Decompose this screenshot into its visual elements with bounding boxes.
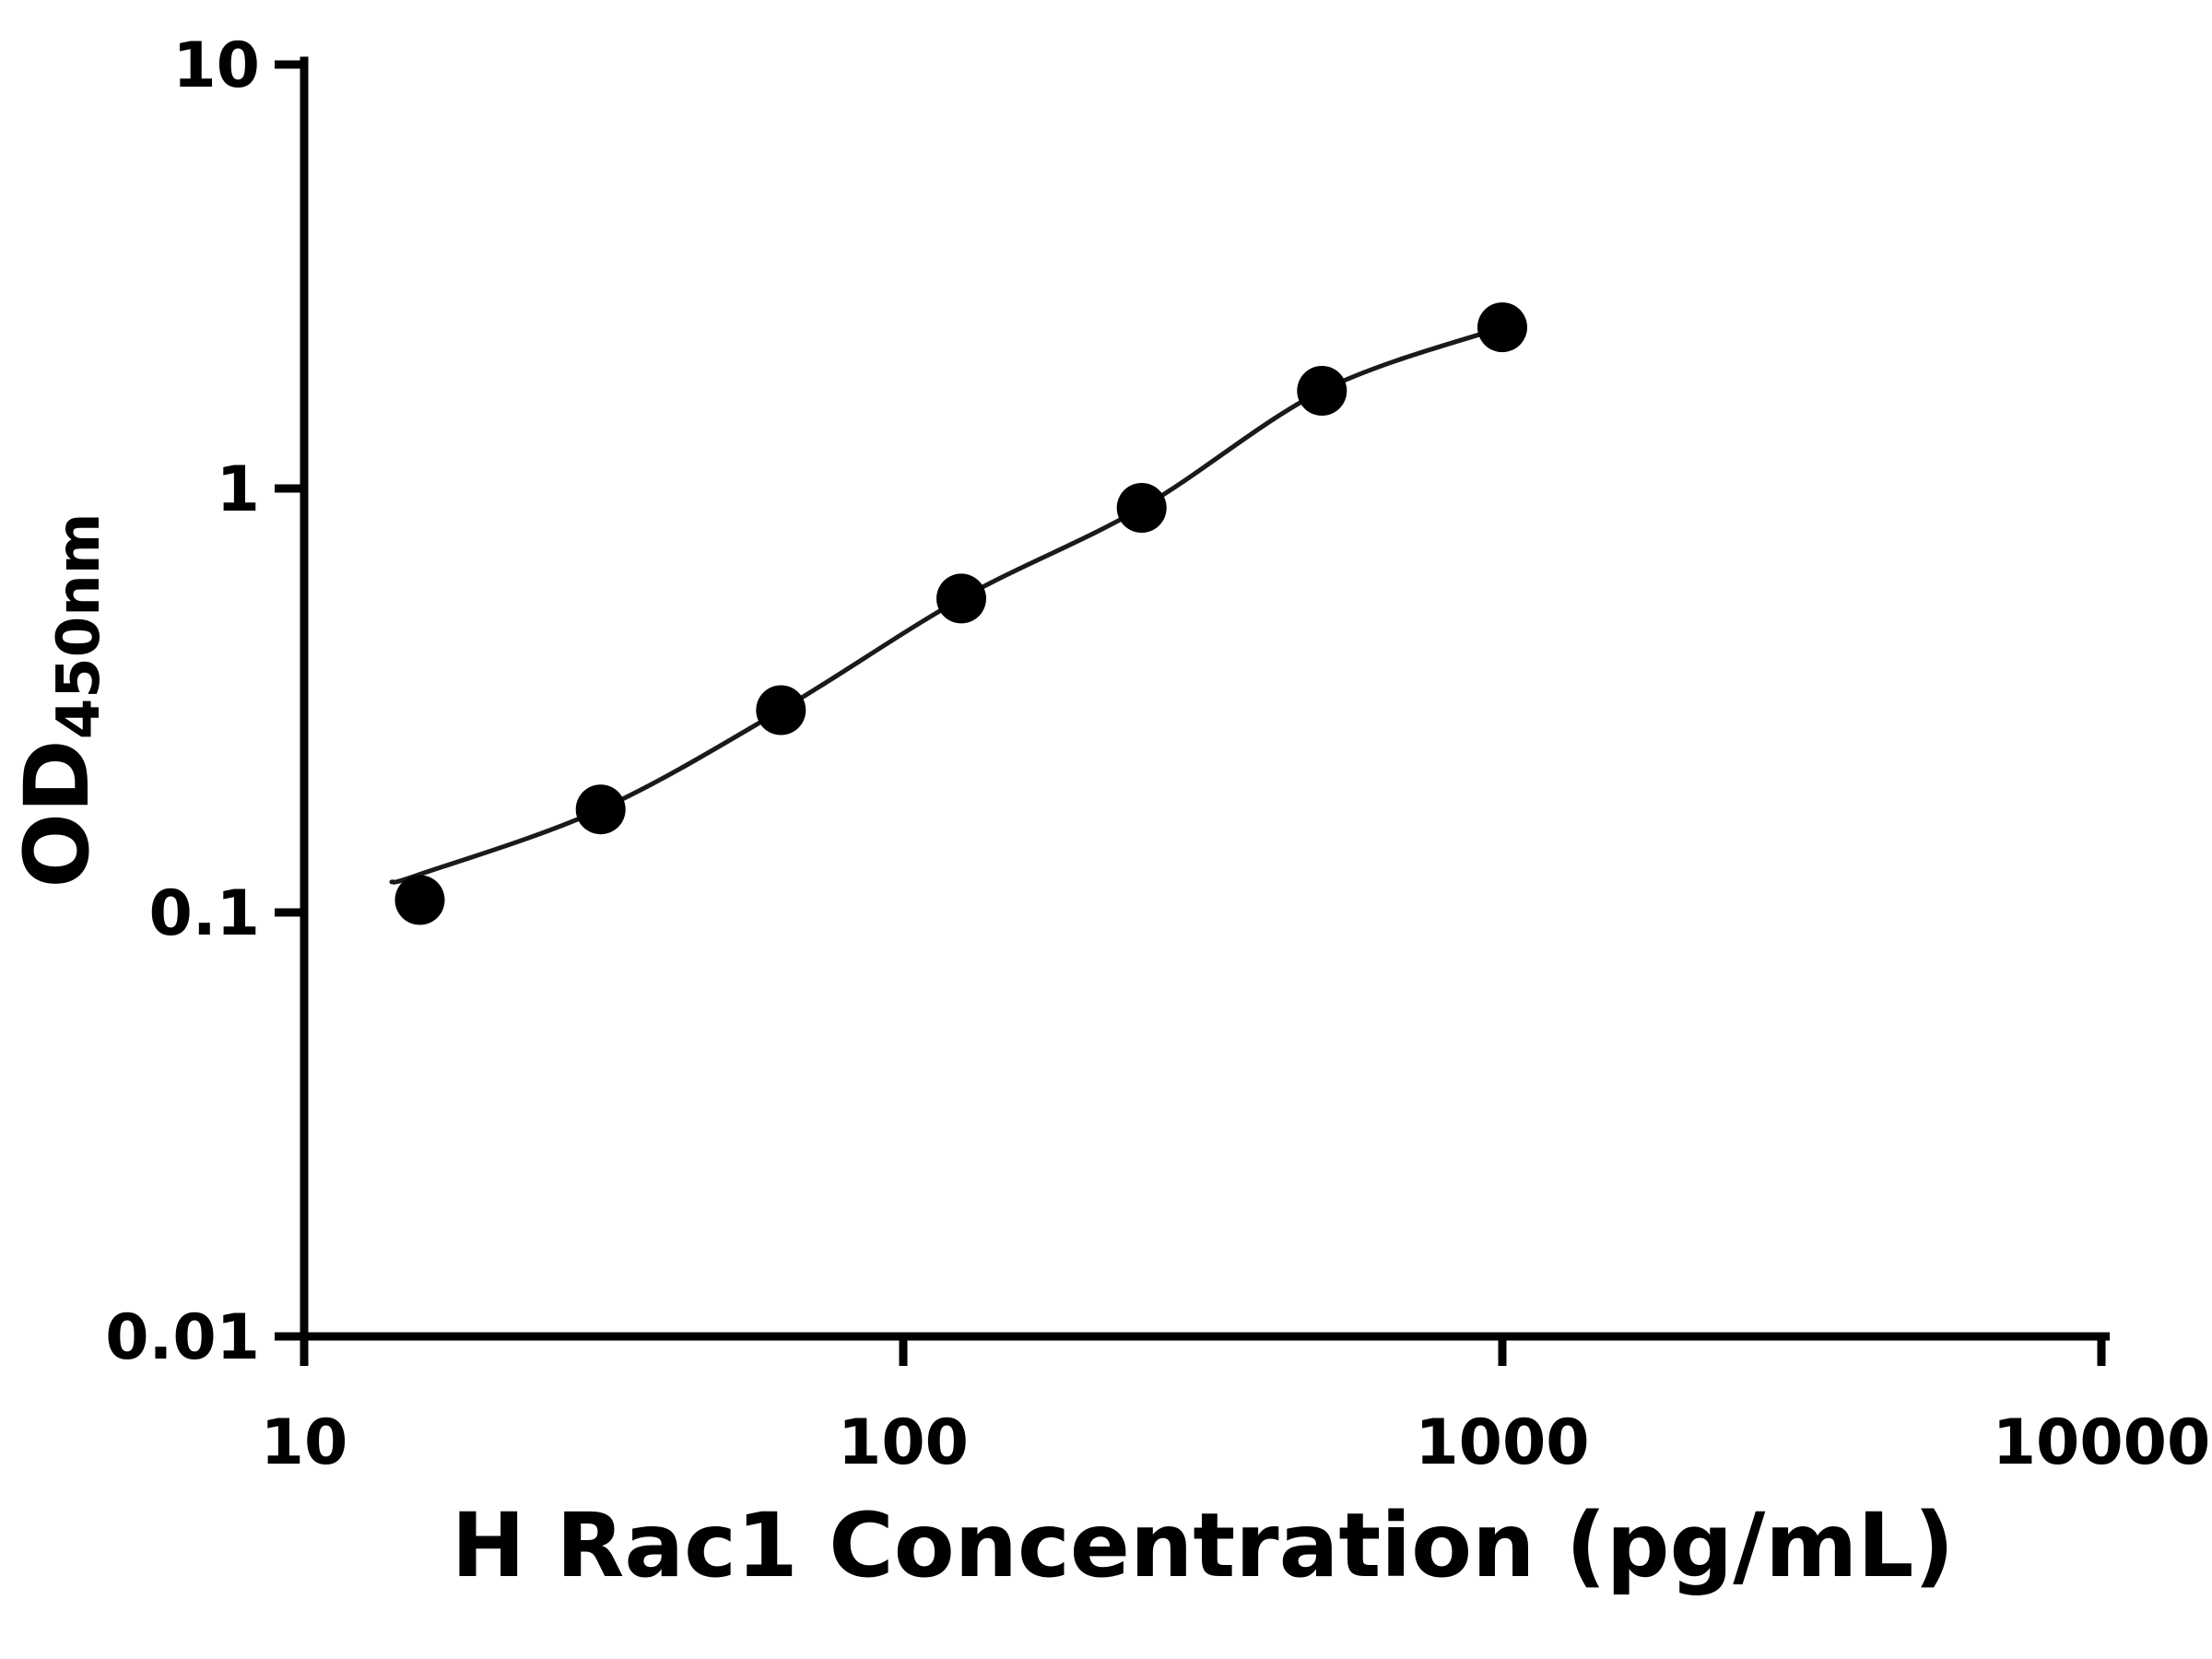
y-tick-label: 10 — [172, 29, 260, 102]
data-point — [936, 573, 986, 624]
data-point — [1116, 483, 1167, 533]
data-point — [1477, 302, 1527, 353]
x-tick-label: 100 — [838, 1406, 969, 1479]
y-axis-title-subscript: 450nm — [45, 512, 113, 739]
y-tick-label: 0.1 — [149, 877, 260, 950]
plot-series — [389, 302, 1527, 925]
data-point — [575, 784, 626, 835]
x-axis-title: H Rac1 Concentration (pg/mL) — [452, 1494, 1955, 1597]
axes: 10 100 1000 10000 0.01 0.1 1 10 — [105, 29, 2210, 1479]
x-tick-label: 10 — [261, 1406, 348, 1479]
x-tick-label: 10000 — [1993, 1406, 2211, 1479]
y-tick-label: 0.01 — [105, 1301, 260, 1374]
data-point — [756, 685, 806, 735]
y-tick-label: 1 — [217, 453, 260, 526]
x-tick-label: 1000 — [1415, 1406, 1589, 1479]
data-point — [1297, 366, 1347, 416]
y-axis-title-main: OD — [6, 739, 109, 888]
y-axis-title: OD450nm — [6, 512, 113, 888]
data-point — [394, 875, 445, 925]
